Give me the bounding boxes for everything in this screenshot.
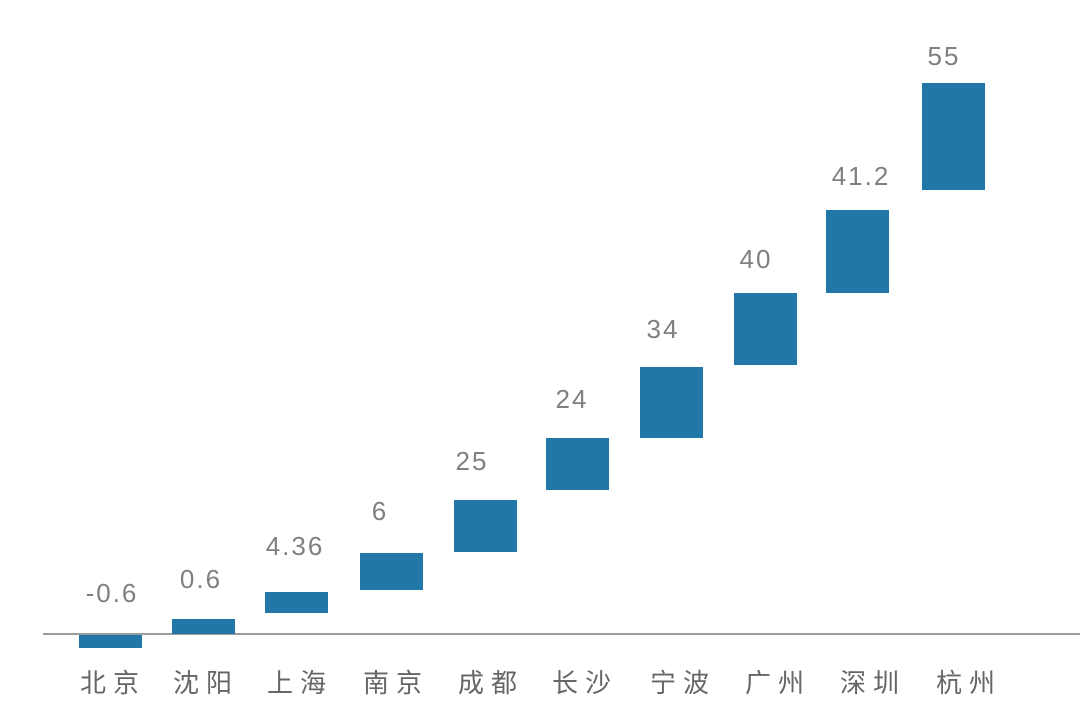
category-label-7: 广州: [744, 668, 811, 698]
bar-5: [545, 438, 609, 490]
value-label-9: 55: [927, 41, 961, 71]
bar-7: [733, 293, 797, 365]
bar-6: [639, 367, 703, 438]
x-axis-line: [43, 633, 1080, 635]
bar-8: [825, 210, 889, 293]
bar-1: [171, 619, 235, 634]
value-label-1: 0.6: [179, 564, 223, 594]
value-label-8: 41.2: [831, 161, 891, 191]
category-label-8: 深圳: [839, 668, 906, 698]
bar-4: [453, 500, 517, 552]
category-label-6: 宁波: [649, 668, 716, 698]
value-label-7: 40: [739, 244, 773, 274]
bar-0: [78, 635, 142, 648]
category-label-2: 上海: [266, 668, 333, 698]
category-label-0: 北京: [79, 668, 146, 698]
value-label-5: 24: [555, 384, 589, 414]
category-label-1: 沈阳: [172, 668, 239, 698]
value-label-6: 34: [646, 314, 680, 344]
bar-3: [359, 553, 423, 590]
category-label-9: 杭州: [935, 668, 1002, 698]
value-label-3: 6: [371, 496, 389, 526]
category-label-4: 成都: [457, 668, 524, 698]
bar-2: [264, 592, 328, 613]
category-label-5: 长沙: [551, 668, 618, 698]
value-label-2: 4.36: [265, 531, 325, 561]
category-label-3: 南京: [362, 668, 429, 698]
value-label-0: -0.6: [85, 578, 139, 608]
bar-9: [921, 83, 985, 190]
value-label-4: 25: [455, 446, 489, 476]
